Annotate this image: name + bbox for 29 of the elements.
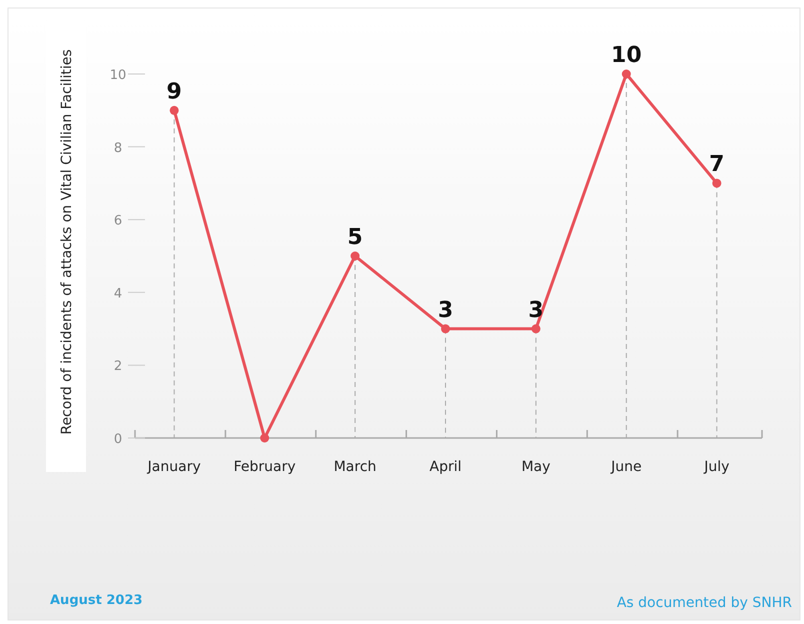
data-label: 5 xyxy=(347,225,363,250)
y-tick-label: 2 xyxy=(114,359,122,374)
y-tick-label: 8 xyxy=(114,140,122,156)
y-tick-label: 10 xyxy=(110,68,126,83)
y-axis-title: Record of incidents of attacks on Vital Civilian Facilities xyxy=(59,49,75,435)
x-tick-label: April xyxy=(430,459,462,475)
point xyxy=(712,178,722,188)
x-tick-label: July xyxy=(703,459,730,475)
point xyxy=(622,70,631,78)
y-tick-label: 0 xyxy=(114,432,122,447)
data-label: 9 xyxy=(166,79,182,104)
point xyxy=(531,324,540,334)
data-label: 3 xyxy=(528,298,544,323)
data-label: 10 xyxy=(611,43,642,68)
x-tick-label: March xyxy=(334,459,376,475)
text: As documented by SNHR xyxy=(616,595,792,611)
text: August 2023 xyxy=(50,593,143,608)
y-tick-label: 4 xyxy=(114,286,122,302)
x-tick-label: May xyxy=(521,459,550,475)
x-tick-label: June xyxy=(610,459,642,475)
x-tick-label: January xyxy=(146,459,201,475)
point xyxy=(441,324,450,334)
point xyxy=(170,106,179,115)
point xyxy=(350,252,360,260)
y-tick-label: 6 xyxy=(114,214,122,229)
data-label: 3 xyxy=(438,298,454,323)
data-label: 7 xyxy=(709,152,724,178)
point xyxy=(260,434,270,442)
x-tick-label: February xyxy=(234,459,296,475)
